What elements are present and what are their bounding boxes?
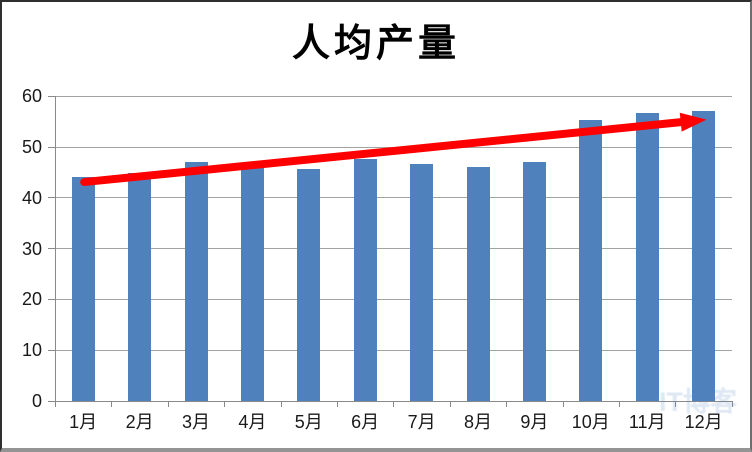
gridline-30: [55, 248, 732, 250]
gridline-40: [55, 197, 732, 199]
x-axis-label-5月: 5月: [294, 412, 323, 432]
x-tick: [337, 401, 338, 407]
gridline-20: [55, 298, 732, 300]
x-axis-label-11月: 11月: [628, 412, 666, 432]
x-tick: [619, 401, 620, 407]
y-tick-10: [48, 349, 55, 351]
watermark: IT博客: [659, 387, 737, 417]
x-axis-label-4月: 4月: [238, 412, 267, 432]
x-axis-label-8月: 8月: [463, 412, 492, 432]
y-tick-50: [48, 146, 55, 148]
bar-5月: [297, 168, 321, 401]
x-tick: [224, 401, 226, 407]
x-axis-label-10月: 10月: [571, 412, 610, 432]
x-tick: [731, 401, 733, 407]
bar-6月: [353, 159, 377, 401]
x-tick: [675, 401, 677, 407]
y-axis-label: 0: [31, 391, 42, 411]
x-axis: [48, 401, 732, 402]
gridline-50: [55, 146, 732, 148]
x-tick: [393, 401, 395, 407]
x-axis-label-2月: 2月: [125, 412, 154, 432]
x-tick: [111, 401, 113, 407]
y-tick-30: [48, 248, 55, 250]
y-axis: [55, 96, 56, 401]
bar-3月: [184, 162, 208, 401]
x-axis-label-3月: 3月: [181, 412, 210, 432]
chart-title: 人均产量: [291, 23, 460, 65]
y-tick-60: [48, 95, 55, 97]
bar-10月: [579, 119, 603, 401]
bar-4月: [240, 167, 264, 401]
y-tick-20: [48, 298, 55, 300]
gridline-60: [55, 95, 732, 97]
x-axis-label-9月: 9月: [520, 412, 549, 432]
x-axis-label-12月: 12月: [684, 412, 723, 432]
x-tick: [280, 401, 282, 407]
bar-9月: [522, 162, 546, 401]
y-axis-label: 60: [21, 86, 42, 107]
x-tick: [562, 401, 564, 407]
y-axis-label: 10: [21, 340, 42, 361]
y-axis-label: 50: [21, 137, 42, 157]
y-tick-40: [48, 197, 55, 199]
x-axis-label-6月: 6月: [351, 412, 380, 432]
x-tick: [167, 401, 169, 407]
x-axis-label-1月: 1月: [69, 412, 98, 432]
bar-2月: [128, 173, 152, 401]
x-axis-label-7月: 7月: [407, 412, 436, 432]
y-axis-label: 40: [21, 187, 42, 208]
x-tick: [506, 401, 508, 407]
bar-7月: [410, 164, 434, 401]
bar-1月: [71, 177, 95, 401]
gridline-10: [55, 349, 732, 351]
y-axis-label: 30: [21, 238, 42, 259]
bar-12月: [692, 110, 716, 401]
bar-8月: [466, 166, 490, 401]
x-tick: [449, 401, 451, 407]
y-axis-label: 20: [21, 289, 42, 310]
x-tick: [55, 401, 56, 407]
bar-11月: [635, 112, 659, 401]
